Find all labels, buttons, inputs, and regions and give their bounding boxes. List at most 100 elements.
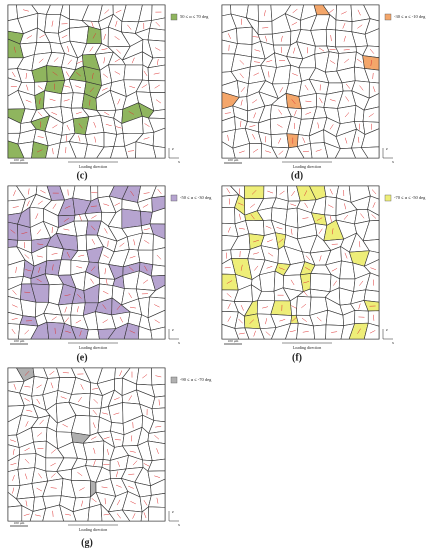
legend-swatch	[384, 194, 392, 202]
slip-trace	[119, 370, 123, 377]
slip-trace	[239, 73, 244, 79]
slip-trace	[316, 316, 322, 322]
slip-trace	[37, 243, 44, 245]
slip-trace	[240, 305, 244, 311]
slip-trace	[156, 497, 159, 504]
slip-trace	[143, 70, 148, 77]
slip-trace	[253, 330, 256, 337]
slip-trace	[104, 498, 106, 505]
slip-trace	[238, 150, 245, 154]
slip-trace	[102, 319, 108, 324]
slip-trace	[64, 317, 70, 323]
slip-trace	[331, 228, 334, 235]
slip-trace	[38, 266, 41, 273]
grain	[7, 323, 21, 340]
slip-trace	[119, 242, 125, 247]
slip-trace	[226, 293, 232, 298]
slip-trace	[319, 97, 323, 104]
slip-trace	[91, 215, 97, 219]
slip-trace	[90, 278, 94, 284]
slip-trace	[302, 331, 309, 333]
scale-label: 100 μm	[228, 339, 239, 343]
slip-trace	[305, 100, 312, 103]
grain	[150, 326, 166, 340]
slip-trace	[227, 303, 231, 309]
slip-trace	[37, 136, 44, 138]
slip-trace	[64, 306, 67, 313]
slip-trace	[103, 254, 109, 259]
slip-trace	[91, 72, 94, 79]
slip-trace	[253, 61, 260, 63]
slip-trace	[251, 99, 258, 104]
slip-trace	[39, 98, 41, 105]
slip-trace	[345, 83, 351, 89]
slip-trace	[302, 137, 306, 143]
slip-trace	[12, 448, 15, 455]
slip-trace	[240, 120, 242, 127]
slip-trace	[329, 124, 334, 130]
slip-trace	[291, 190, 296, 197]
slip-trace	[24, 371, 30, 376]
slip-trace	[65, 71, 70, 77]
slip-trace	[144, 240, 150, 244]
slip-trace	[39, 419, 44, 425]
slip-trace	[343, 49, 350, 51]
slip-trace	[66, 124, 70, 131]
slip-trace	[63, 218, 70, 222]
slip-trace	[103, 513, 110, 516]
slip-trace	[305, 267, 311, 271]
legend-swatch	[170, 194, 178, 202]
slip-trace	[114, 71, 121, 75]
slip-trace	[116, 49, 121, 54]
scale-label: 100 μm	[14, 158, 25, 162]
axis-label: z	[172, 509, 174, 514]
slip-trace	[37, 200, 43, 205]
slip-trace	[345, 96, 350, 102]
slip-trace	[239, 60, 245, 65]
slip-trace	[303, 291, 308, 296]
slip-trace	[129, 255, 136, 259]
slip-trace	[249, 319, 255, 324]
slip-trace	[90, 266, 96, 272]
slip-trace	[280, 35, 283, 42]
slip-trace	[368, 113, 374, 118]
slip-trace	[226, 188, 231, 194]
grain	[221, 207, 236, 225]
slip-trace	[130, 190, 135, 197]
slip-trace	[301, 317, 307, 322]
slip-trace	[117, 98, 121, 105]
slip-trace	[254, 265, 259, 271]
slip-trace	[37, 432, 43, 437]
slip-trace	[107, 240, 109, 247]
grain	[337, 104, 357, 125]
grain	[236, 26, 253, 45]
slip-trace	[131, 57, 135, 64]
grain	[152, 145, 166, 159]
grain	[20, 299, 37, 318]
slip-trace	[278, 238, 284, 243]
slip-trace	[35, 213, 39, 220]
slip-trace	[132, 460, 138, 466]
slip-trace	[67, 46, 70, 52]
slip-trace	[252, 148, 259, 153]
grain	[7, 505, 23, 522]
slip-trace	[9, 439, 16, 442]
slip-trace	[25, 269, 32, 272]
slip-trace	[128, 395, 133, 401]
slip-trace	[227, 33, 231, 39]
grain	[363, 322, 380, 340]
slip-trace	[103, 203, 110, 206]
slip-trace	[103, 33, 106, 40]
slip-trace	[142, 279, 149, 284]
slip-trace	[276, 227, 283, 230]
slip-trace	[279, 190, 285, 195]
slip-trace	[11, 318, 18, 320]
slip-trace	[341, 11, 347, 15]
scale-label: 100 μm	[228, 158, 239, 162]
slip-trace	[356, 58, 363, 63]
slip-trace	[319, 255, 322, 262]
slip-trace	[75, 111, 82, 115]
slip-trace	[51, 112, 58, 115]
slip-trace	[114, 58, 121, 63]
slip-trace	[79, 487, 85, 491]
